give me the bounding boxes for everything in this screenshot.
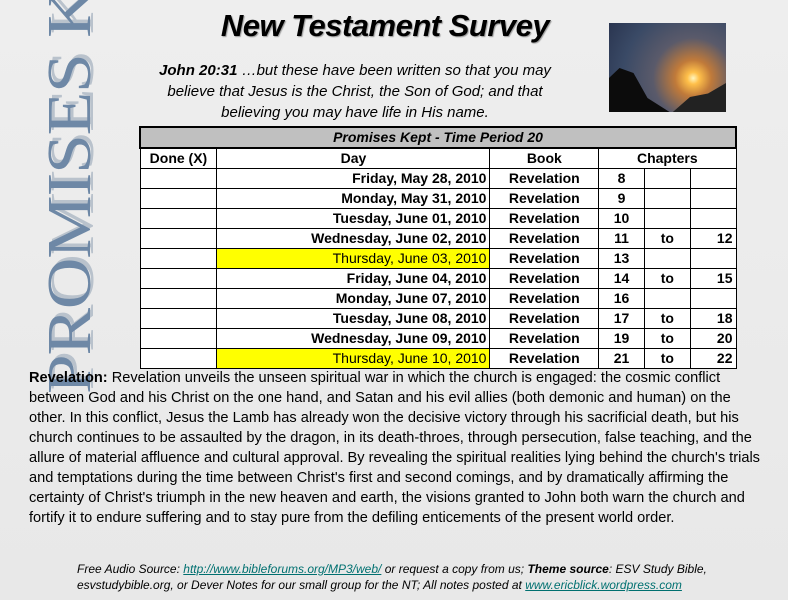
- table-row: Thursday, June 10, 2010 Revelation 21 to 22: [139, 348, 737, 369]
- footer-text: Free Audio Source:: [77, 562, 184, 576]
- book-cell: Revelation: [489, 208, 600, 229]
- book-cell: Revelation: [489, 308, 600, 329]
- chapter-to: to: [643, 328, 691, 349]
- book-cell: Revelation: [489, 248, 600, 269]
- chapter-start: 10: [598, 208, 645, 229]
- book-cell: Revelation: [489, 188, 600, 209]
- book-cell: Revelation: [489, 228, 600, 249]
- page-title: New Testament Survey: [220, 8, 550, 43]
- blog-link[interactable]: www.ericblick.wordpress.com: [525, 578, 682, 592]
- table-title: Promises Kept - Time Period 20: [139, 126, 737, 149]
- table-row: Monday, June 07, 2010 Revelation 16: [139, 288, 737, 309]
- chapter-start: 19: [598, 328, 645, 349]
- done-cell[interactable]: [139, 308, 218, 329]
- footer-text: : ESV Study Bible, esvstudybible.org, or…: [77, 562, 707, 592]
- chapter-to: [643, 288, 691, 309]
- chapter-to: [643, 208, 691, 229]
- verse-ref: John 20:31: [159, 62, 238, 79]
- header-day: Day: [216, 147, 491, 169]
- book-description: Revelation: Revelation unveils the unsee…: [29, 368, 769, 528]
- table-row: Thursday, June 03, 2010 Revelation 13: [139, 248, 737, 269]
- footer-text: or request a copy from us;: [381, 562, 528, 576]
- day-cell: Wednesday, June 02, 2010: [216, 228, 491, 249]
- chapter-to: [643, 248, 691, 269]
- done-cell[interactable]: [139, 228, 218, 249]
- chapter-to: to: [643, 228, 691, 249]
- table-row: Monday, May 31, 2010 Revelation 9: [139, 188, 737, 209]
- audio-link[interactable]: http://www.bibleforums.org/MP3/web/: [183, 562, 382, 576]
- day-cell: Monday, May 31, 2010: [216, 188, 491, 209]
- table-row: Friday, May 28, 2010 Revelation 8: [139, 168, 737, 189]
- chapter-end: 18: [689, 308, 737, 329]
- chapter-start: 8: [598, 168, 645, 189]
- chapter-start: 16: [598, 288, 645, 309]
- chapter-start: 21: [598, 348, 645, 369]
- done-cell[interactable]: [139, 168, 218, 189]
- chapter-end: [689, 188, 737, 209]
- chapter-end: 20: [689, 328, 737, 349]
- day-cell: Friday, June 04, 2010: [216, 268, 491, 289]
- day-cell: Friday, May 28, 2010: [216, 168, 491, 189]
- chapter-to: to: [643, 308, 691, 329]
- chapter-to: [643, 168, 691, 189]
- description-label: Revelation:: [29, 370, 108, 386]
- footer: Free Audio Source: http://www.bibleforum…: [77, 561, 777, 593]
- sunset-photo: [609, 23, 726, 112]
- verse: John 20:31 …but these have been written …: [140, 60, 570, 123]
- chapter-to: to: [643, 348, 691, 369]
- chapter-start: 13: [598, 248, 645, 269]
- day-cell: Thursday, June 03, 2010: [216, 248, 491, 269]
- schedule-table: Promises Kept - Time Period 20 Done (X) …: [139, 126, 737, 369]
- table-row: Tuesday, June 08, 2010 Revelation 17 to 18: [139, 308, 737, 329]
- chapter-end: [689, 248, 737, 269]
- done-cell[interactable]: [139, 268, 218, 289]
- chapter-end: 22: [689, 348, 737, 369]
- done-cell[interactable]: [139, 248, 218, 269]
- book-cell: Revelation: [489, 168, 600, 189]
- done-cell[interactable]: [139, 288, 218, 309]
- day-cell: Tuesday, June 08, 2010: [216, 308, 491, 329]
- book-cell: Revelation: [489, 328, 600, 349]
- day-cell: Monday, June 07, 2010: [216, 288, 491, 309]
- chapter-to: to: [643, 268, 691, 289]
- book-cell: Revelation: [489, 268, 600, 289]
- description-text: Revelation unveils the unseen spiritual …: [29, 370, 760, 526]
- chapter-end: 12: [689, 228, 737, 249]
- chapter-end: [689, 288, 737, 309]
- header-done: Done (X): [139, 147, 218, 169]
- chapter-start: 9: [598, 188, 645, 209]
- table-row: Wednesday, June 02, 2010 Revelation 11 to 12: [139, 228, 737, 249]
- chapter-start: 17: [598, 308, 645, 329]
- chapter-end: [689, 168, 737, 189]
- day-cell: Wednesday, June 09, 2010: [216, 328, 491, 349]
- theme-label: Theme source: [527, 562, 609, 576]
- day-cell: Tuesday, June 01, 2010: [216, 208, 491, 229]
- table-row: Friday, June 04, 2010 Revelation 14 to 15: [139, 268, 737, 289]
- header-chapters: Chapters: [598, 147, 737, 169]
- book-cell: Revelation: [489, 288, 600, 309]
- table-row: Tuesday, June 01, 2010 Revelation 10: [139, 208, 737, 229]
- promises-kept-logo: PROMISES KEPT: [36, 0, 104, 394]
- header-book: Book: [489, 147, 600, 169]
- verse-text: …but these have been written so that you…: [167, 62, 551, 121]
- chapter-to: [643, 188, 691, 209]
- chapter-start: 11: [598, 228, 645, 249]
- day-cell: Thursday, June 10, 2010: [216, 348, 491, 369]
- chapter-end: 15: [689, 268, 737, 289]
- done-cell[interactable]: [139, 328, 218, 349]
- book-cell: Revelation: [489, 348, 600, 369]
- done-cell[interactable]: [139, 188, 218, 209]
- table-row: Wednesday, June 09, 2010 Revelation 19 to 20: [139, 328, 737, 349]
- done-cell[interactable]: [139, 348, 218, 369]
- done-cell[interactable]: [139, 208, 218, 229]
- chapter-end: [689, 208, 737, 229]
- chapter-start: 14: [598, 268, 645, 289]
